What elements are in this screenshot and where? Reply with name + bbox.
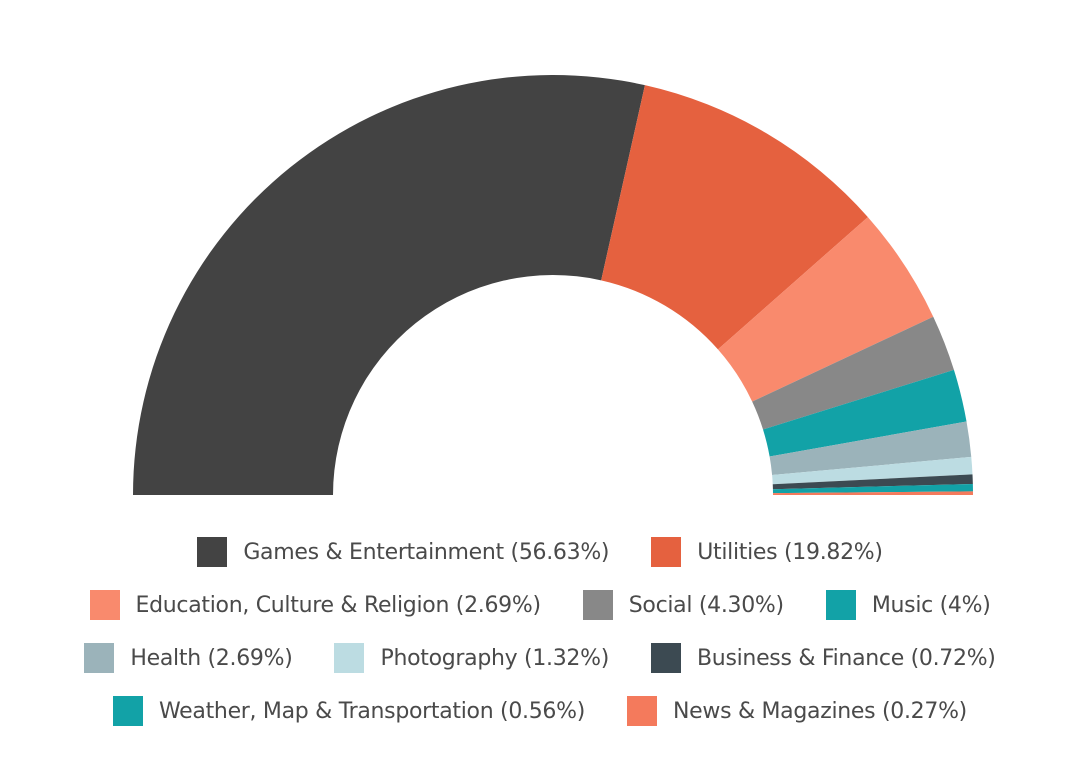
pie-slice: [133, 75, 645, 496]
legend-label: Weather, Map & Transportation (0.56%): [159, 698, 586, 724]
legend-swatch: [651, 537, 682, 567]
legend-row: Games & Entertainment (56.63%) Utilities …: [0, 537, 1080, 567]
pie-slice: [752, 316, 954, 430]
legend-item: News & Magazines (0.27%): [627, 696, 967, 726]
legend-row: Health (2.69%) Photography (1.32%) Busines…: [0, 643, 1080, 673]
legend-item: Music (4%): [825, 590, 991, 620]
pie-slice: [763, 369, 967, 457]
pie-slice: [601, 85, 868, 350]
legend-item: Games & Entertainment (56.63%): [197, 537, 610, 567]
legend-item: Business & Finance (0.72%): [651, 643, 996, 673]
legend-label: News & Magazines (0.27%): [673, 698, 967, 724]
legend-label: Games & Entertainment (56.63%): [243, 539, 610, 565]
legend-swatch: [113, 696, 144, 726]
pie-slice: [772, 491, 973, 495]
legend-item: Social (4.30%): [582, 590, 784, 620]
legend-item: Utilities (19.82%): [651, 537, 883, 567]
legend-row: Weather, Map & Transportation (0.56%) New…: [0, 696, 1080, 726]
pie-slice: [769, 421, 972, 476]
legend-swatch: [825, 590, 856, 620]
legend-swatch: [627, 696, 658, 726]
legend-item: Education, Culture & Religion (2.69%): [89, 590, 542, 620]
legend-swatch: [582, 590, 613, 620]
legend-swatch: [334, 643, 365, 673]
legend-swatch: [89, 590, 120, 620]
legend-swatch: [651, 643, 682, 673]
legend-label: Business & Finance (0.72%): [697, 645, 996, 671]
pie-slice: [772, 456, 973, 485]
legend-swatch: [197, 537, 228, 567]
legend-item: Photography (1.32%): [334, 643, 609, 673]
legend-label: Health (2.69%): [130, 645, 293, 671]
pie-slice: [772, 474, 973, 490]
legend-label: Social (4.30%): [628, 592, 784, 618]
legend-label: Photography (1.32%): [380, 645, 610, 671]
legend-label: Utilities (19.82%): [697, 539, 883, 565]
chart-slices: [133, 75, 973, 496]
pie-slice: [717, 217, 934, 402]
legend-swatch: [84, 643, 115, 673]
legend-label: Education, Culture & Religion (2.69%): [135, 592, 542, 618]
legend-item: Health (2.69%): [84, 643, 293, 673]
legend-label: Music (4%): [871, 592, 991, 618]
legend-row: Education, Culture & Religion (2.69%) Soc…: [0, 590, 1080, 620]
legend-item: Weather, Map & Transportation (0.56%): [113, 696, 585, 726]
pie-slice: [772, 483, 973, 494]
